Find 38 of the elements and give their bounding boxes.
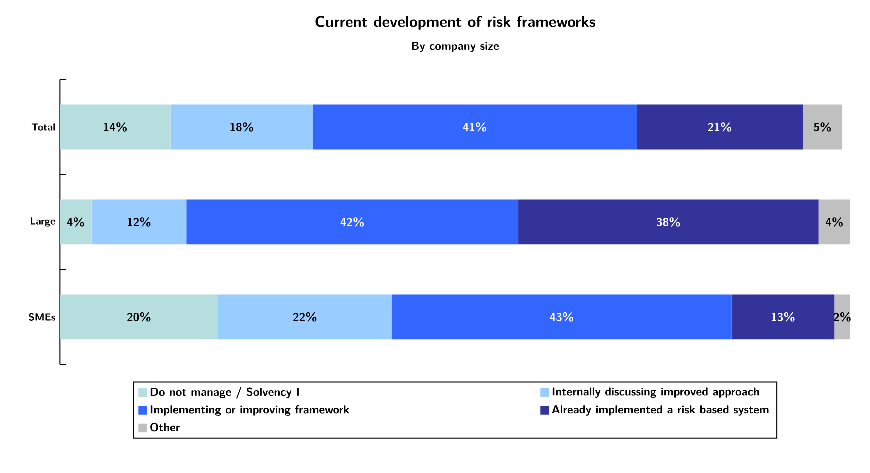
data-label: 22%	[293, 312, 317, 322]
legend-label: Internally discussing improved approach	[552, 388, 760, 398]
bar	[637, 104, 804, 150]
data-label: 5%	[814, 122, 832, 132]
y-tick-label: SMEs	[29, 313, 56, 321]
data-label: 21%	[708, 122, 732, 132]
legend-label: Already implemented a risk based system	[552, 405, 769, 416]
bar	[60, 104, 171, 150]
data-label: 14%	[104, 122, 127, 132]
data-label: 38%	[656, 217, 680, 227]
chart-subtitle: By company size	[412, 42, 500, 52]
bar	[186, 200, 519, 244]
data-label: 43%	[550, 312, 574, 322]
bar	[60, 200, 92, 244]
bar	[818, 200, 850, 244]
y-tick-label: Large	[31, 217, 56, 227]
bar	[170, 104, 314, 150]
bar	[518, 200, 819, 244]
data-label: 12%	[128, 217, 151, 227]
data-label: 4%	[67, 217, 84, 227]
bar	[803, 104, 843, 150]
chart-title: Current development of risk frameworks	[316, 16, 596, 30]
bar	[92, 200, 187, 244]
bar	[218, 294, 392, 340]
legend-label: Implementing or improving framework	[150, 405, 350, 416]
data-label: 4%	[826, 217, 843, 227]
bar	[313, 104, 638, 150]
y-tick-label: Total	[32, 123, 56, 131]
legend-label: Do not manage / Solvency I	[150, 387, 299, 399]
data-label: 18%	[230, 122, 254, 132]
legend-label: Other	[150, 422, 180, 432]
data-label: 20%	[128, 312, 151, 322]
data-label: 42%	[340, 217, 364, 227]
data-label: 41%	[463, 122, 487, 132]
bar	[732, 294, 835, 340]
data-label: 13%	[772, 312, 795, 322]
bar	[392, 294, 732, 340]
bar	[60, 294, 218, 340]
